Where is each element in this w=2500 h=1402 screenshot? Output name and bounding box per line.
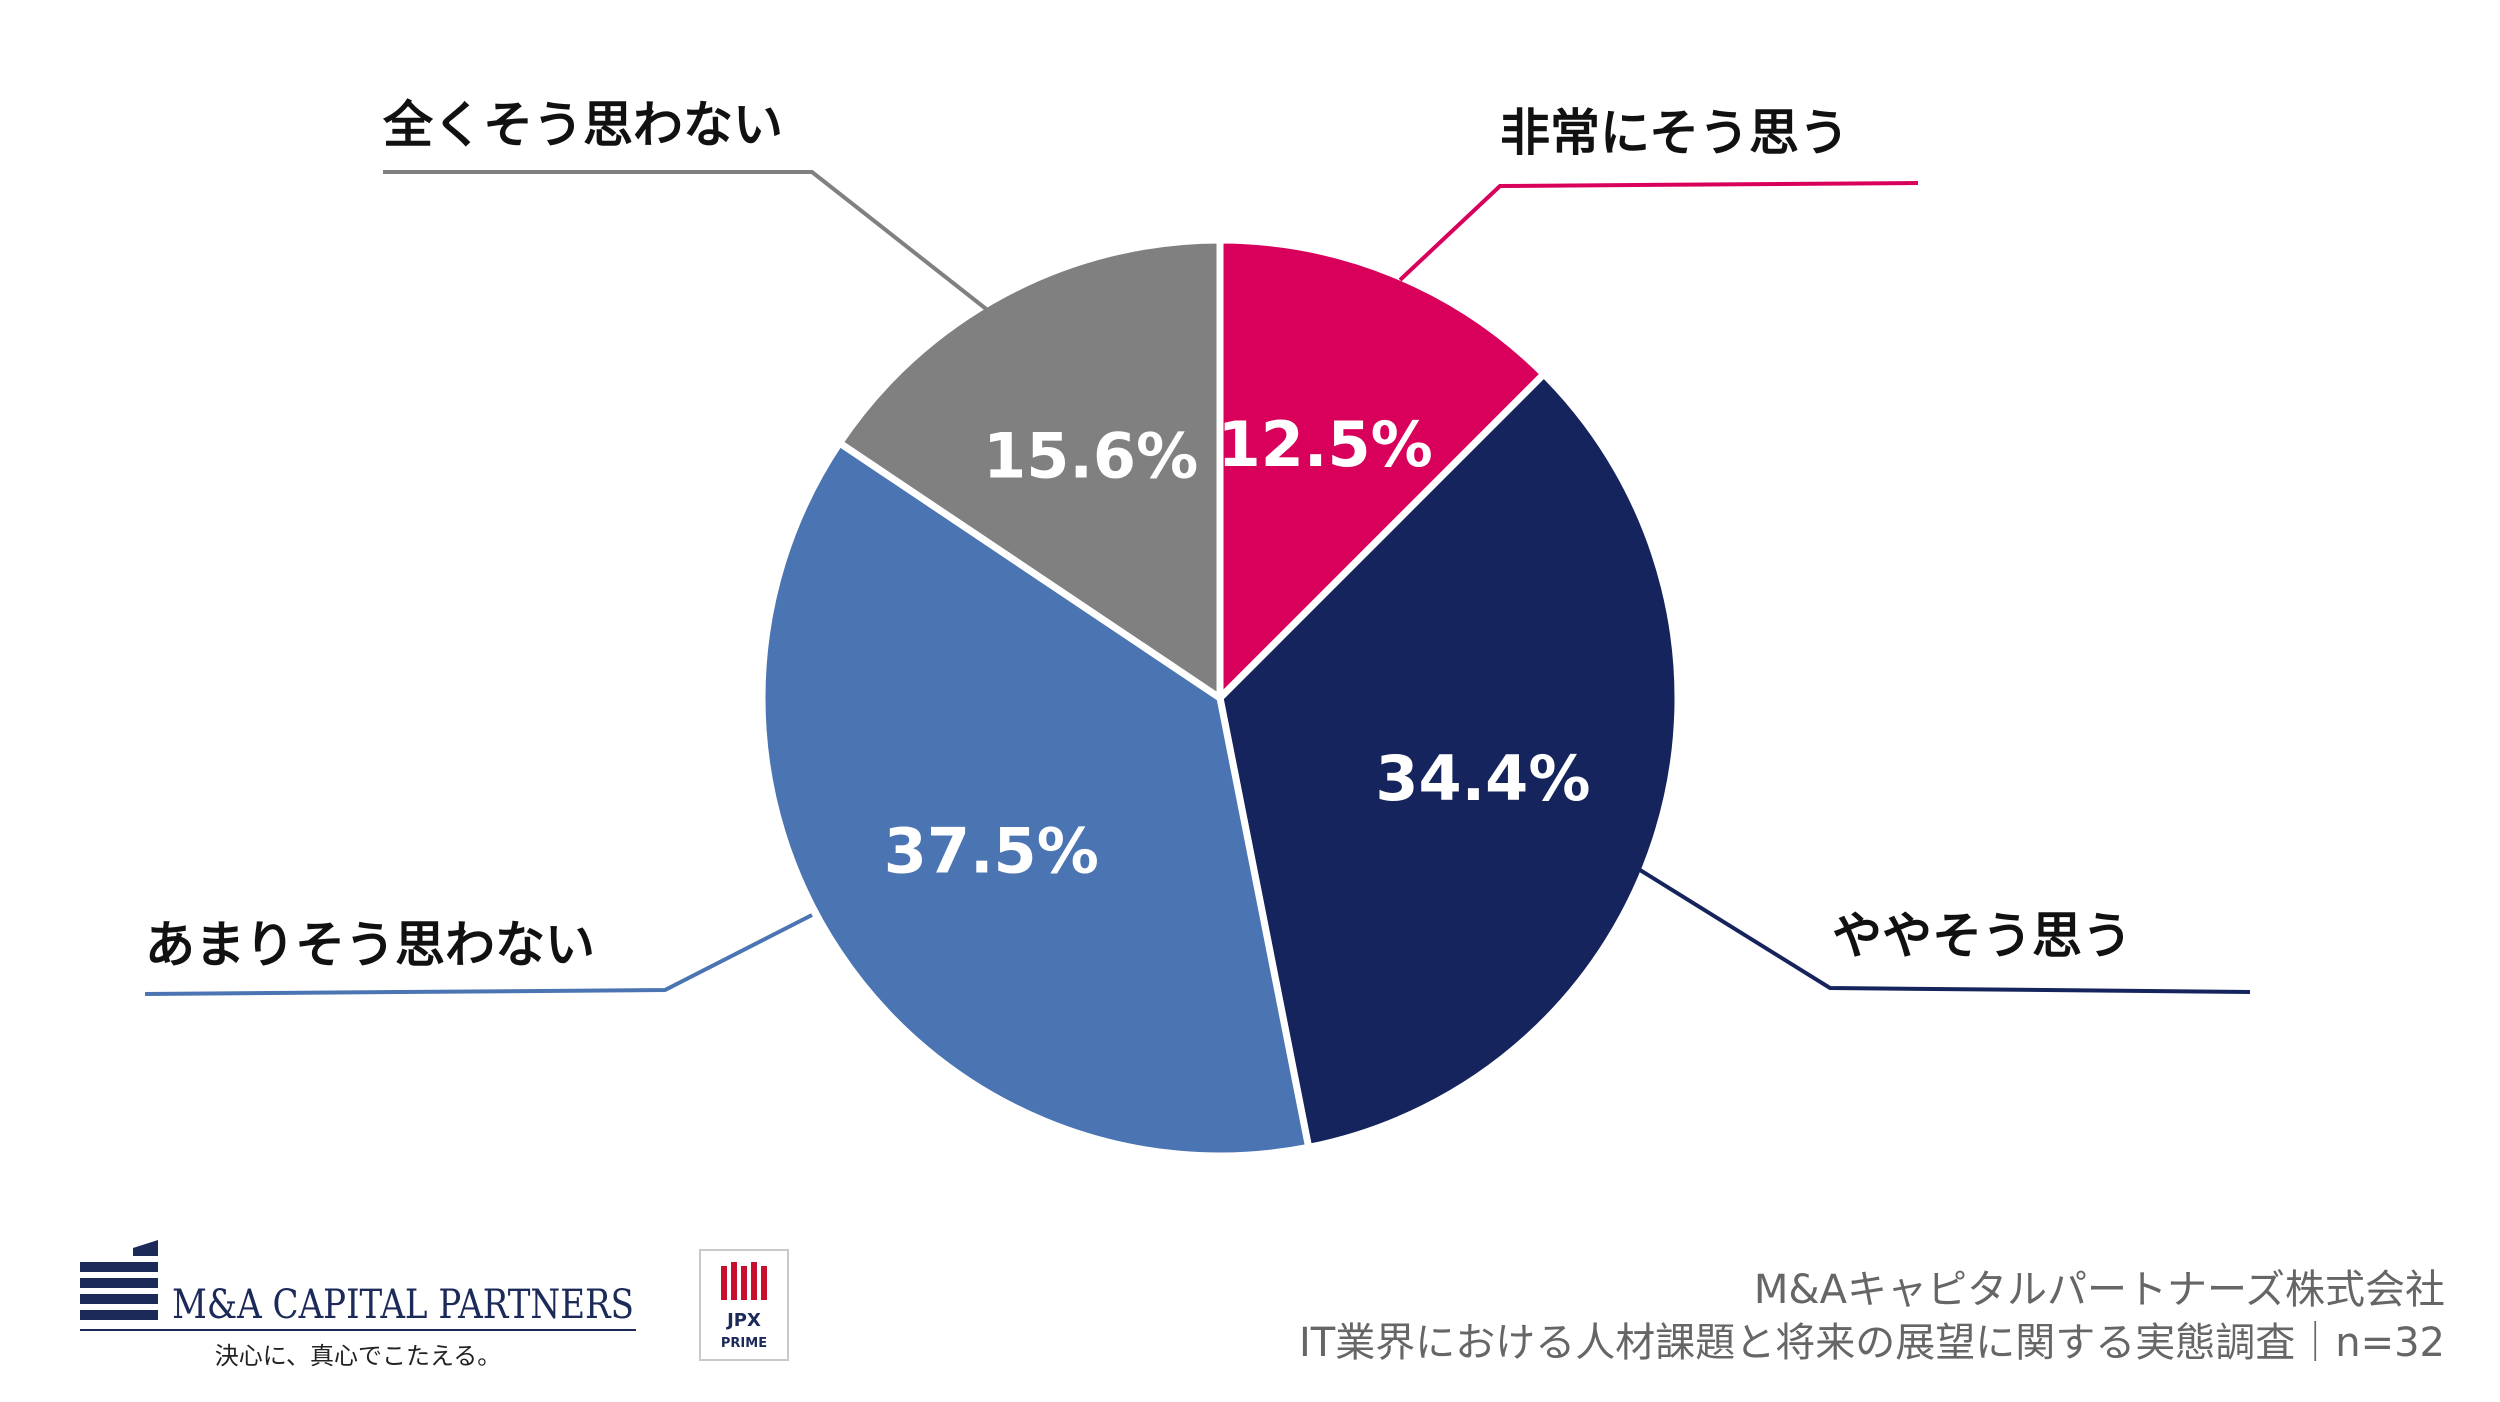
company-logo: M&A CAPITAL PARTNERS 決心に、真心でこたえる。: [80, 1240, 636, 1370]
leader-line-4: [383, 170, 992, 314]
percent-labels: 12.5% 34.4% 37.5% 15.6%: [884, 408, 1591, 887]
jpx-mark-icon: [721, 1262, 767, 1300]
leader-line-1: [1398, 181, 1919, 282]
category-label-1: 非常にそう思う: [1500, 104, 1849, 162]
leader-lines: [144, 170, 2251, 996]
logo-brand-name: M&A CAPITAL PARTNERS: [172, 1282, 634, 1328]
logo-mark-icon: [80, 1240, 158, 1320]
footer-company: M&Aキャピタルパートナーズ株式会社: [1754, 1267, 2445, 1313]
percent-label-3: 37.5%: [884, 814, 1099, 887]
pie-slice-1: [1216, 236, 1548, 702]
pie-slice-3: [758, 439, 1313, 1160]
percent-label-4: 15.6%: [983, 420, 1198, 493]
category-label-4: 全くそう思わない: [382, 96, 783, 154]
pie-slice-4: [836, 236, 1224, 702]
category-label-2: ややそう思う: [1832, 907, 2132, 965]
jpx-prime-badge: JPX PRIME: [699, 1249, 789, 1361]
leader-line-3: [144, 913, 813, 996]
pie-slice-2: [1216, 370, 1682, 1151]
percent-label-1: 12.5%: [1218, 408, 1433, 481]
percent-label-2: 34.4%: [1375, 742, 1590, 815]
pie-slices: [758, 236, 1682, 1160]
jpx-badge-bottom: PRIME: [721, 1336, 767, 1351]
logo-tagline: 決心に、真心でこたえる。: [215, 1342, 502, 1370]
footer-survey: IT業界における人材課題と将来の展望に関する実態調査｜n=32: [1299, 1320, 2445, 1366]
category-label-3: あまりそう思わない: [145, 916, 595, 974]
leader-line-2: [1638, 868, 2251, 994]
jpx-badge-top: JPX: [725, 1310, 761, 1331]
